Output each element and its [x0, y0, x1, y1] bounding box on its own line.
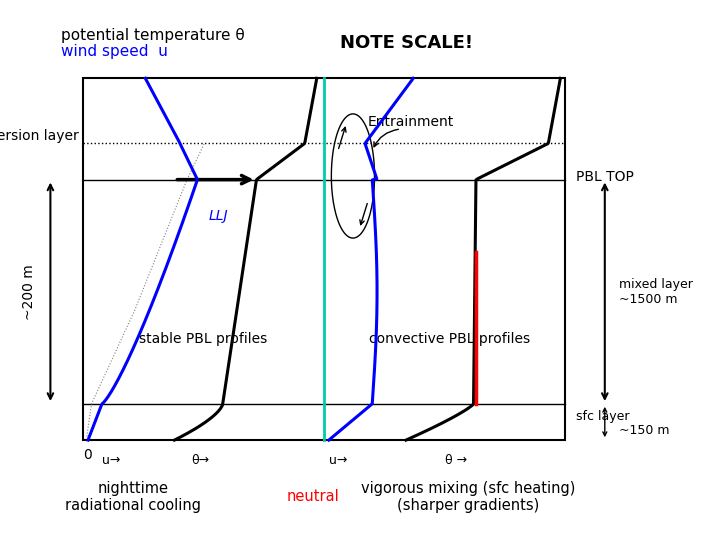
Text: ~150 m: ~150 m: [619, 424, 670, 437]
Text: convective PBL profiles: convective PBL profiles: [369, 332, 530, 346]
Text: LLJ: LLJ: [208, 209, 228, 223]
Bar: [83, 78, 565, 440]
Text: NOTE SCALE!: NOTE SCALE!: [341, 34, 473, 52]
Text: PBL TOP: PBL TOP: [576, 170, 634, 184]
Text: mixed layer
~1500 m: mixed layer ~1500 m: [619, 278, 693, 306]
Text: ~200 m: ~200 m: [22, 264, 36, 320]
Text: stable PBL profiles: stable PBL profiles: [139, 332, 268, 346]
Text: wind speed  u: wind speed u: [61, 44, 168, 59]
Text: u→: u→: [329, 454, 347, 467]
Text: potential temperature θ: potential temperature θ: [61, 28, 245, 43]
Text: Entrainment: Entrainment: [368, 114, 454, 129]
Text: θ →: θ →: [445, 454, 467, 467]
Text: sfc layer: sfc layer: [576, 410, 629, 423]
Text: nighttime
radiational cooling: nighttime radiational cooling: [66, 481, 201, 513]
Text: inversion layer: inversion layer: [0, 129, 79, 143]
Text: neutral: neutral: [287, 489, 340, 504]
Text: u→: u→: [102, 454, 120, 467]
Text: θ→: θ→: [192, 454, 210, 467]
Text: 0: 0: [83, 448, 91, 462]
Text: vigorous mixing (sfc heating)
(sharper gradients): vigorous mixing (sfc heating) (sharper g…: [361, 481, 575, 513]
